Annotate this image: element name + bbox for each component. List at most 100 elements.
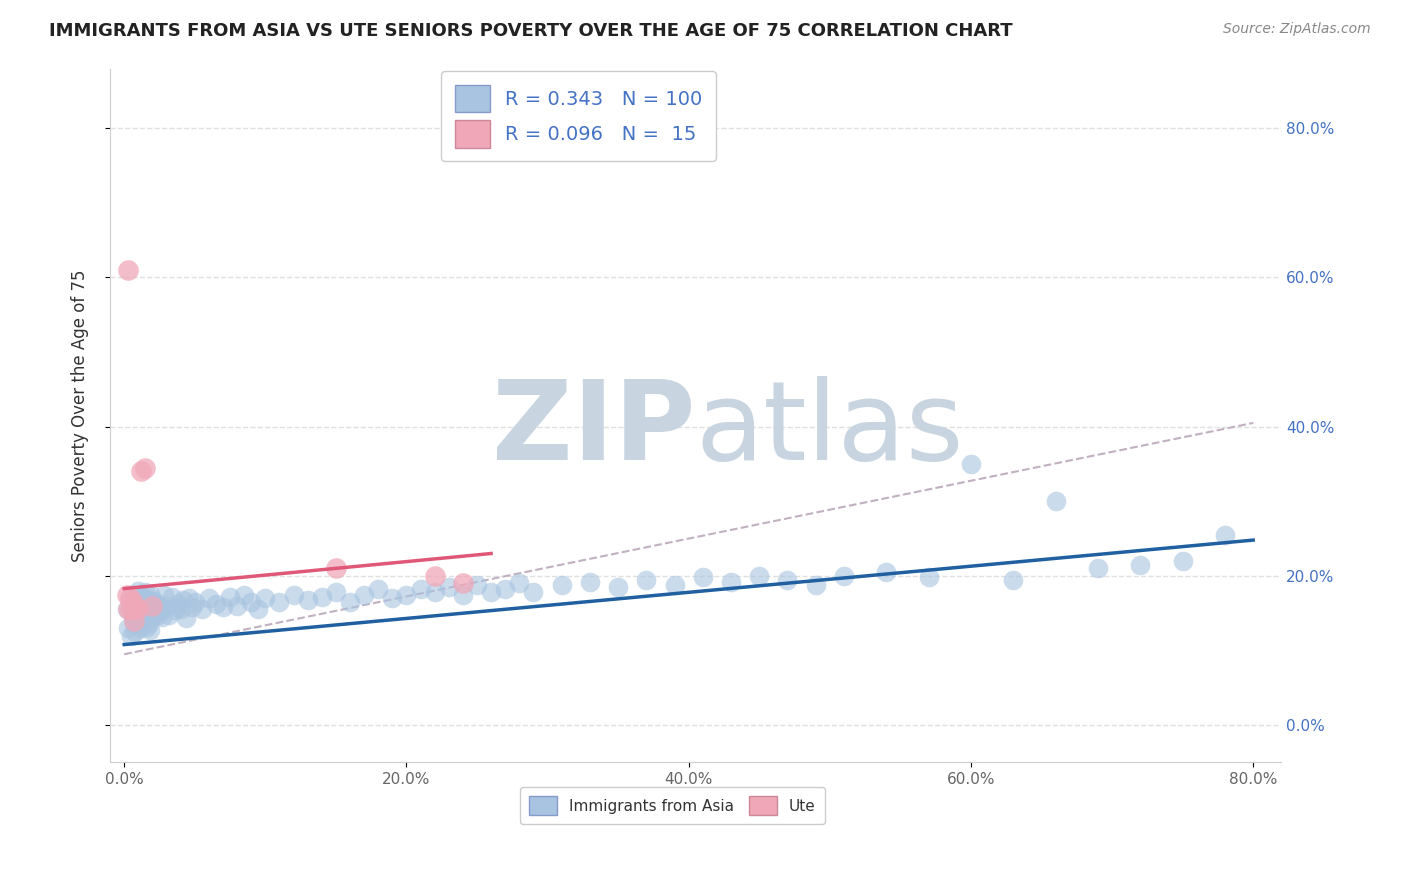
Point xyxy=(437,580,460,594)
Y-axis label: Seniors Poverty Over the Age of 75: Seniors Poverty Over the Age of 75 xyxy=(72,269,89,562)
Text: IMMIGRANTS FROM ASIA VS UTE SENIORS POVERTY OVER THE AGE OF 75 CORRELATION CHART: IMMIGRANTS FROM ASIA VS UTE SENIORS POVE… xyxy=(49,22,1012,40)
Text: ZIP: ZIP xyxy=(492,376,696,483)
Point xyxy=(1171,554,1194,568)
Point xyxy=(139,594,162,608)
Point xyxy=(181,600,204,615)
Point xyxy=(134,585,156,599)
Point xyxy=(494,582,516,597)
Point xyxy=(150,610,173,624)
Point xyxy=(122,614,145,628)
Point xyxy=(283,588,305,602)
Point xyxy=(155,599,177,613)
Point xyxy=(141,602,163,616)
Point xyxy=(136,616,159,631)
Point xyxy=(174,610,197,624)
Point xyxy=(1129,558,1152,572)
Point xyxy=(297,592,319,607)
Point xyxy=(124,595,146,609)
Point xyxy=(146,608,169,623)
Point xyxy=(127,602,149,616)
Point xyxy=(1087,561,1109,575)
Point xyxy=(138,587,160,601)
Point xyxy=(135,620,157,634)
Point xyxy=(142,593,165,607)
Point xyxy=(664,578,686,592)
Point xyxy=(131,615,153,629)
Point xyxy=(141,599,163,613)
Point xyxy=(172,592,194,607)
Point xyxy=(254,591,277,606)
Point xyxy=(117,602,139,616)
Point xyxy=(125,606,148,620)
Point xyxy=(339,595,361,609)
Point xyxy=(508,576,530,591)
Point xyxy=(122,588,145,602)
Point xyxy=(451,588,474,602)
Point xyxy=(748,569,770,583)
Point xyxy=(122,617,145,632)
Point xyxy=(423,585,446,599)
Point xyxy=(720,574,742,589)
Point xyxy=(120,599,142,613)
Point xyxy=(1002,573,1025,587)
Point xyxy=(1213,528,1236,542)
Point xyxy=(1045,494,1067,508)
Text: atlas: atlas xyxy=(696,376,965,483)
Point xyxy=(163,603,186,617)
Point xyxy=(115,602,138,616)
Point xyxy=(129,597,152,611)
Point xyxy=(145,597,167,611)
Point xyxy=(636,573,658,587)
Point xyxy=(129,607,152,622)
Point xyxy=(212,600,235,615)
Point xyxy=(129,465,152,479)
Point xyxy=(184,595,207,609)
Point xyxy=(247,602,270,616)
Point xyxy=(138,623,160,637)
Point xyxy=(149,604,172,618)
Point xyxy=(134,612,156,626)
Point xyxy=(152,588,174,602)
Point xyxy=(143,606,166,620)
Point xyxy=(367,582,389,597)
Point xyxy=(120,629,142,643)
Point xyxy=(522,585,544,599)
Point xyxy=(198,591,221,606)
Point xyxy=(409,582,432,597)
Legend: Immigrants from Asia, Ute: Immigrants from Asia, Ute xyxy=(520,788,825,824)
Point xyxy=(115,588,138,602)
Point xyxy=(451,576,474,591)
Point xyxy=(692,570,714,584)
Point xyxy=(550,578,572,592)
Point xyxy=(579,574,602,589)
Point xyxy=(177,591,200,606)
Point xyxy=(395,588,418,602)
Point xyxy=(121,595,143,609)
Point xyxy=(166,597,188,611)
Point xyxy=(832,569,855,583)
Point xyxy=(128,591,150,606)
Point xyxy=(233,588,256,602)
Point xyxy=(127,583,149,598)
Point xyxy=(169,601,191,615)
Point xyxy=(191,602,214,616)
Point xyxy=(381,591,404,606)
Text: Source: ZipAtlas.com: Source: ZipAtlas.com xyxy=(1223,22,1371,37)
Point xyxy=(353,588,375,602)
Point xyxy=(465,578,488,592)
Point xyxy=(960,457,983,471)
Point xyxy=(311,590,333,604)
Point xyxy=(128,621,150,635)
Point xyxy=(148,599,170,614)
Point xyxy=(240,595,263,609)
Point xyxy=(219,590,242,604)
Point xyxy=(132,610,155,624)
Point xyxy=(135,592,157,607)
Point xyxy=(479,585,502,599)
Point xyxy=(917,570,939,584)
Point xyxy=(136,605,159,619)
Point xyxy=(124,624,146,639)
Point xyxy=(131,590,153,604)
Point xyxy=(132,600,155,615)
Point xyxy=(124,602,146,616)
